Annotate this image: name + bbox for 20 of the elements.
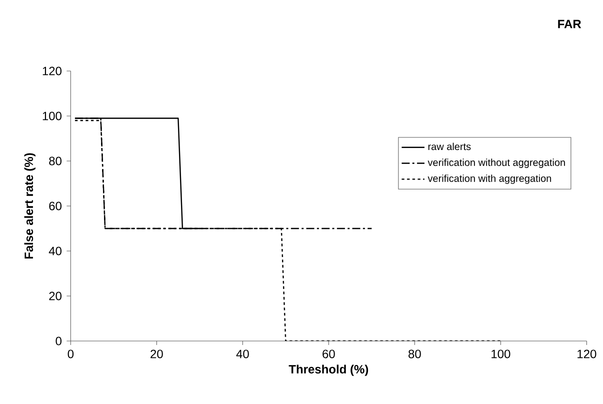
chart-title: FAR [558,20,582,28]
y-tick-label: 120 [42,66,62,76]
x-axis-title: Threshold (%) [288,364,368,376]
x-tick-label: 100 [492,350,510,358]
y-tick-label: 0 [56,336,62,346]
x-tick-label: 20 [150,350,163,358]
x-tick-label: 60 [322,350,335,358]
y-tick-label: 20 [49,292,62,300]
x-tick-label: 120 [578,350,596,358]
x-tick-label: 80 [408,350,421,358]
legend-label: verification without aggregation [428,158,565,168]
y-tick-label: 80 [49,156,62,166]
y-tick-label: 40 [48,246,62,256]
x-tick-label: 40 [236,350,249,358]
legend-label: raw alerts [428,142,471,150]
y-tick-label: 60 [49,202,62,210]
x-tick-label: 0 [68,350,74,358]
y-axis-title: False alert rate (%) [24,153,36,259]
legend-label: verification with aggregation [428,174,552,184]
y-tick-label: 100 [42,112,62,120]
